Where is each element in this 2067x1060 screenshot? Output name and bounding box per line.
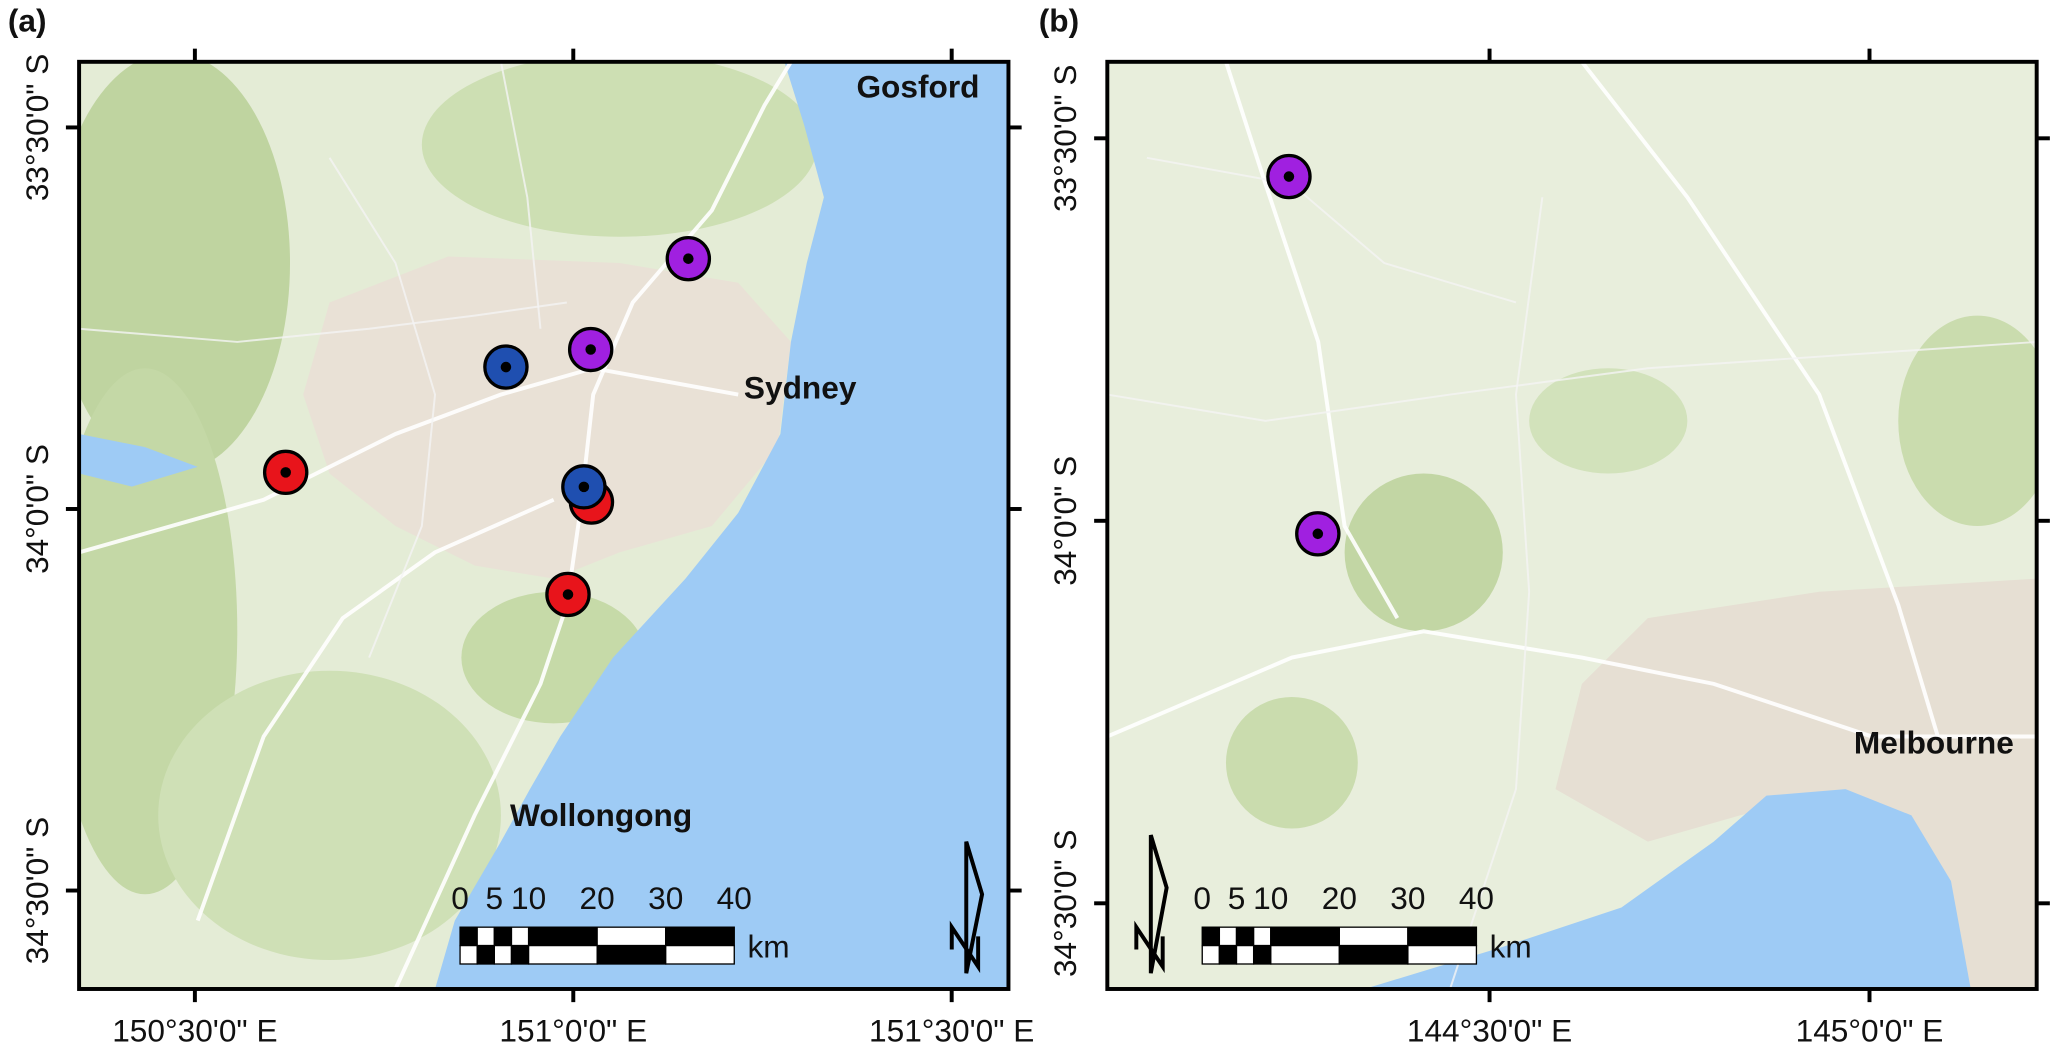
scale-bar-segment [1338, 944, 1409, 965]
scale-bar-label: 30 [1390, 880, 1425, 916]
scale-bar-segment [1407, 926, 1478, 947]
site-center [280, 467, 291, 478]
scale-bar-unit: km [1490, 928, 1532, 964]
scale-bar-label: 20 [580, 880, 615, 916]
scale-bar-segment [510, 926, 530, 947]
scale-bar-label: 30 [648, 880, 683, 916]
scale-bar-segment [1218, 944, 1238, 965]
scale-bar-label: 5 [1228, 880, 1246, 916]
site-center [585, 344, 596, 355]
panel-label: (b) [1039, 3, 1079, 39]
site-center [1283, 171, 1295, 182]
y-tick-label: 33°30'0" S [19, 54, 55, 201]
map-frame [1105, 59, 2039, 991]
scale-bar-segment [493, 926, 513, 947]
basemap-a [79, 61, 1009, 989]
site-center [578, 481, 590, 493]
scale-bar-segment [459, 944, 478, 965]
scale-bar-segment [527, 944, 598, 965]
scale-bar-segment [1201, 926, 1221, 947]
x-tick-label: 144°30'0" E [1407, 1013, 1572, 1049]
scale-bar-label: 40 [1459, 880, 1494, 916]
scale-bar-label: 20 [1322, 880, 1357, 916]
place-name: Sydney [744, 370, 857, 406]
scale-bar-segment [665, 926, 735, 947]
place-name: Wollongong [510, 797, 692, 833]
scale-bar-segment [1270, 926, 1340, 947]
y-tick-label: 33°30'0" S [1047, 65, 1083, 212]
map-frame [77, 59, 1011, 991]
scale-bar-segment [1235, 944, 1255, 965]
y-tick-label: 34°30'0" S [19, 817, 55, 964]
y-tick-label: 34°0'0" S [1047, 456, 1083, 586]
y-tick-label: 34°30'0" S [1047, 830, 1083, 977]
site-center [1312, 528, 1324, 540]
scale-bar-segment [510, 944, 530, 965]
panel-label: (a) [8, 3, 47, 39]
place-name: Melbourne [1854, 725, 2014, 761]
scale-bar-segment [596, 926, 667, 947]
scale-bar-label: 5 [486, 880, 504, 916]
scale-bar-segment [1235, 926, 1255, 947]
site-center [562, 589, 574, 600]
scale-bar-label: 10 [511, 880, 546, 916]
north-arrow [1134, 834, 1169, 974]
north-arrow [949, 841, 985, 974]
scale-bar-segment [493, 944, 513, 965]
scale-bar-segment [1407, 944, 1478, 965]
scale-bar-label: 0 [451, 880, 469, 916]
x-tick-label: 151°0'0" E [499, 1013, 647, 1049]
scale-bar-segment [476, 944, 495, 965]
x-tick-label: 150°30'0" E [112, 1013, 277, 1049]
scale-bar-segment [596, 944, 667, 965]
scale-bar-label: 0 [1193, 880, 1211, 916]
scale-bar-segment [1338, 926, 1409, 947]
place-name: Gosford [856, 68, 979, 104]
scale-bar-segment [665, 944, 735, 965]
y-tick-label: 34°0'0" S [19, 444, 55, 574]
scale-bar-label: 10 [1253, 880, 1288, 916]
scale-bar-segment [1252, 944, 1272, 965]
scale-bar-segment [1218, 926, 1238, 947]
scale-bar-segment [1270, 944, 1340, 965]
scale-bar-segment [476, 926, 495, 947]
scale-bar-segment [1252, 926, 1272, 947]
x-tick-label: 151°30'0" E [869, 1013, 1034, 1049]
site-center [683, 253, 694, 264]
basemap-b [1107, 61, 2037, 989]
site-center [500, 361, 512, 373]
scale-bar-segment [459, 926, 478, 947]
x-tick-label: 145°0'0" E [1796, 1013, 1944, 1049]
scale-bar-label: 40 [717, 880, 752, 916]
scale-bar-segment [527, 926, 598, 947]
scale-bar-unit: km [747, 928, 789, 964]
scale-bar-segment [1201, 944, 1221, 965]
